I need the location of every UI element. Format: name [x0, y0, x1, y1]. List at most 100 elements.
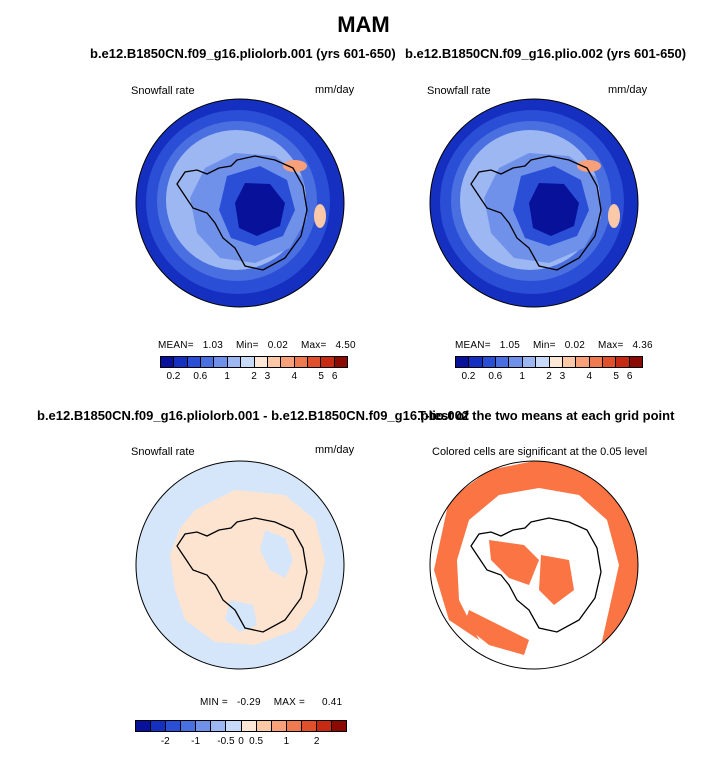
panel1-colorbar-ticks: 0.2 0.6 1 2 3 4 5 6: [160, 371, 348, 385]
colorbar-tick: 0.2: [461, 371, 476, 382]
colorbar-cell: [211, 721, 227, 731]
colorbar-cell: [271, 721, 287, 731]
colorbar-cell: [562, 357, 577, 367]
colorbar-cell: [602, 357, 617, 367]
panel3-min: -0.29: [236, 697, 261, 708]
panel3-colorbar-ticks: -2 -1 -0.5 0 0.5 1 2: [135, 736, 347, 750]
colorbar-tick: 1: [519, 371, 525, 382]
panel2-interior-core: [529, 183, 579, 236]
colorbar-cell: [334, 357, 348, 367]
colorbar-tick: 5: [318, 371, 324, 382]
colorbar-cell: [254, 357, 268, 367]
panel4-significant-patch-2: [539, 555, 574, 605]
colorbar-cell: [321, 357, 335, 367]
panel1-stats: MEAN= 1.03 Min= 0.02 Max= 4.50: [158, 340, 356, 351]
panel2-map: [429, 98, 639, 308]
colorbar-cell: [332, 721, 347, 731]
colorbar-cell: [294, 357, 308, 367]
colorbar-cell: [161, 357, 175, 367]
panel2-colorbar: [455, 356, 643, 368]
colorbar-cell: [267, 357, 282, 367]
colorbar-cell: [241, 357, 255, 367]
colorbar-cell: [307, 357, 322, 367]
panel3-min-label: MIN =: [200, 697, 228, 708]
panel1-high-spot-2: [314, 204, 326, 228]
colorbar-cell: [616, 357, 630, 367]
colorbar-cell: [174, 357, 188, 367]
colorbar-cell: [522, 357, 537, 367]
panel1-interior-core: [235, 183, 285, 236]
colorbar-tick: 4: [291, 371, 298, 382]
panel1-high-spot-1: [283, 160, 307, 172]
colorbar-cell: [549, 357, 563, 367]
colorbar-cell: [496, 357, 510, 367]
panel4-subtitle: Colored cells are significant at the 0.0…: [432, 446, 648, 458]
panel2-units-label: mm/day: [608, 84, 648, 96]
panel1-units-label: mm/day: [315, 84, 355, 96]
colorbar-tick: 6: [626, 371, 633, 382]
panel3-variable-label: Snowfall rate: [131, 446, 195, 458]
panel4-coastline: [470, 517, 602, 633]
colorbar-cell: [281, 357, 295, 367]
colorbar-cell: [227, 357, 242, 367]
panel1-title: b.e12.B1850CN.f09_g16.pliolorb.001 (yrs …: [90, 46, 396, 61]
colorbar-cell: [181, 721, 197, 731]
panel3-title: b.e12.B1850CN.f09_g16.pliolorb.001 - b.e…: [37, 408, 470, 423]
panel4-significant-patch-3: [464, 610, 529, 655]
panel1-mean: 1.03: [202, 340, 223, 351]
panel4-map: [429, 460, 639, 670]
panel1-map-border: [135, 98, 345, 308]
panel1-max: 4.50: [335, 340, 356, 351]
panel3-max: 0.41: [322, 697, 343, 708]
colorbar-tick: 1: [283, 736, 290, 747]
panel2-max: 4.36: [632, 340, 653, 351]
panel4-title: T-test of the two means at each grid poi…: [418, 408, 675, 423]
panel2-coastline: [470, 155, 602, 271]
colorbar-tick: 3: [559, 371, 566, 382]
panel1-mean-label: MEAN=: [158, 340, 194, 351]
panel3-stats: MIN = -0.29 MAX = 0.41: [200, 697, 342, 708]
colorbar-cell: [151, 721, 167, 731]
colorbar-cell: [136, 721, 152, 731]
colorbar-tick: 0: [238, 736, 244, 747]
panel2-title: b.e12.B1850CN.f09_g16.plio.002 (yrs 601-…: [405, 46, 687, 61]
panel1-variable-label: Snowfall rate: [131, 85, 195, 97]
panel2-min-label: Min=: [532, 340, 556, 351]
colorbar-cell: [226, 721, 242, 731]
panel2-mean: 1.05: [499, 340, 520, 351]
panel1-coastline: [176, 155, 308, 271]
colorbar-tick: 6: [331, 371, 338, 382]
panel2-stats: MEAN= 1.05 Min= 0.02 Max= 4.36: [455, 340, 653, 351]
colorbar-tick: 0.5: [249, 736, 264, 747]
main-title: MAM: [337, 12, 390, 37]
panel1-min-label: Min=: [235, 340, 259, 351]
panel3-positive-area: [170, 490, 325, 645]
panel2-map-border: [429, 98, 639, 308]
panel1-min: 0.02: [267, 340, 288, 351]
colorbar-cell: [241, 721, 257, 731]
colorbar-tick: 0.6: [193, 371, 208, 382]
colorbar-cell: [196, 721, 212, 731]
panel2-variable-label: Snowfall rate: [427, 85, 491, 97]
panel4-significant-patch-1: [489, 540, 539, 585]
panel2-max-label: Max=: [597, 340, 624, 351]
colorbar-cell: [589, 357, 603, 367]
panel3-max-label: MAX =: [273, 697, 306, 708]
colorbar-tick: 0.2: [166, 371, 181, 382]
colorbar-cell: [301, 721, 317, 731]
colorbar-tick: 1: [224, 371, 230, 382]
colorbar-cell: [456, 357, 470, 367]
colorbar-cell: [576, 357, 590, 367]
colorbar-tick: 2: [251, 371, 257, 382]
colorbar-cell: [482, 357, 497, 367]
panel2-min: 0.02: [564, 340, 585, 351]
panel3-map: [135, 460, 345, 670]
colorbar-tick: -2: [160, 736, 170, 747]
colorbar-tick: 2: [313, 736, 320, 747]
panel3-colorbar: [135, 720, 347, 732]
panel2-high-spot-2: [608, 204, 620, 228]
colorbar-tick: 4: [586, 371, 593, 382]
colorbar-tick: 0.6: [488, 371, 503, 382]
panel3-negative-patch-1: [260, 530, 293, 578]
panel2-mean-label: MEAN=: [455, 340, 491, 351]
